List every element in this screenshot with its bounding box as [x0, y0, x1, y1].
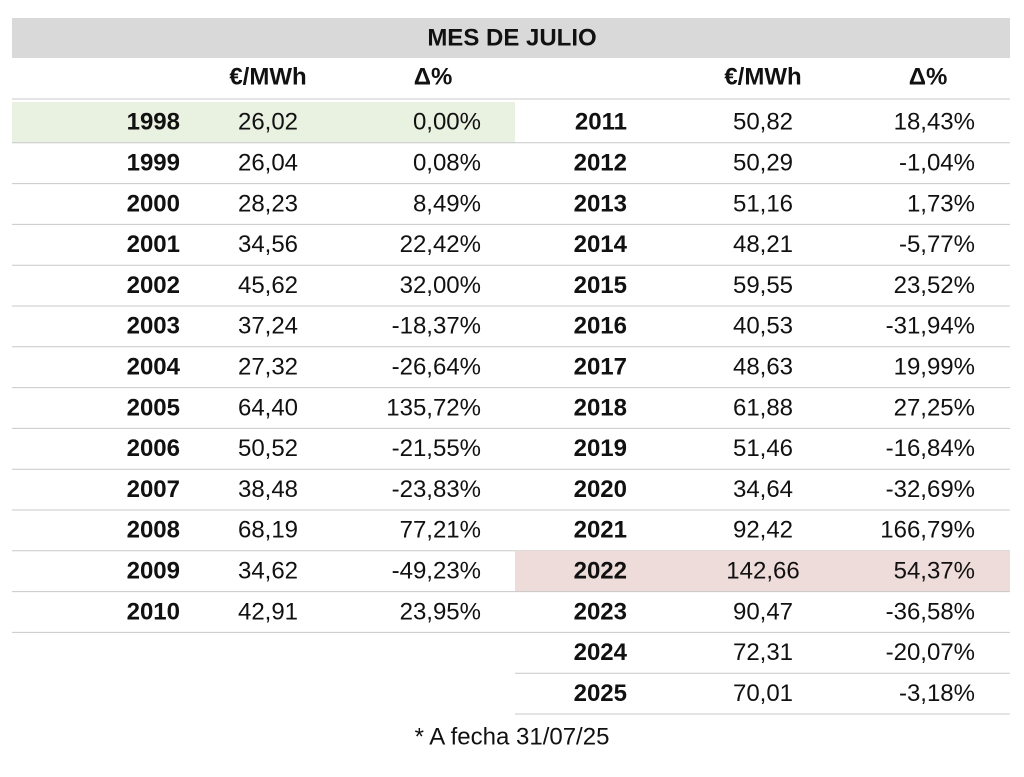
year: 2025	[574, 680, 627, 707]
delta: 135,72%	[386, 394, 481, 421]
header-price: €/MWh	[229, 63, 306, 90]
price: 51,16	[733, 190, 793, 217]
year: 2010	[127, 598, 180, 625]
year: 2023	[574, 598, 627, 625]
delta: -5,77%	[899, 231, 975, 258]
delta: -26,64%	[392, 354, 481, 381]
price: 92,42	[733, 517, 793, 544]
year: 2011	[575, 109, 627, 136]
year: 2022	[574, 558, 627, 585]
price: 68,19	[238, 517, 298, 544]
year: 2013	[574, 190, 627, 217]
header-delta: Δ%	[414, 63, 453, 90]
delta: -31,94%	[886, 313, 975, 340]
delta: -3,18%	[899, 680, 975, 707]
delta: 0,00%	[413, 109, 481, 136]
delta: 166,79%	[880, 517, 975, 544]
price: 34,64	[733, 476, 793, 503]
price: 34,62	[238, 558, 298, 585]
delta: -21,55%	[392, 435, 481, 462]
delta: 27,25%	[894, 394, 975, 421]
title: MES DE JULIO	[427, 24, 596, 51]
row-highlight	[12, 102, 515, 143]
price: 27,32	[238, 354, 298, 381]
year: 2004	[127, 354, 181, 381]
price: 26,02	[238, 109, 298, 136]
delta: 1,73%	[907, 190, 975, 217]
price: 42,91	[238, 598, 298, 625]
delta: -1,04%	[899, 150, 975, 177]
price: 26,04	[238, 150, 298, 177]
price: 142,66	[726, 558, 799, 585]
year: 1998	[127, 109, 180, 136]
price: 61,88	[733, 394, 793, 421]
title-bar	[12, 18, 1010, 58]
delta: -32,69%	[886, 476, 975, 503]
year: 2017	[574, 354, 627, 381]
delta: -18,37%	[392, 313, 481, 340]
price: 38,48	[238, 476, 298, 503]
year: 2002	[127, 272, 180, 299]
year: 2019	[574, 435, 627, 462]
delta: 77,21%	[400, 517, 481, 544]
price: 70,01	[733, 680, 793, 707]
year: 2005	[127, 394, 180, 421]
year: 2007	[127, 476, 180, 503]
year: 2024	[574, 639, 628, 666]
price: 50,82	[733, 109, 793, 136]
year: 2021	[574, 517, 627, 544]
year: 2016	[574, 313, 627, 340]
delta: 54,37%	[894, 558, 975, 585]
year: 2012	[574, 150, 627, 177]
year: 2018	[574, 394, 627, 421]
year: 2008	[127, 517, 180, 544]
price: 64,40	[238, 394, 298, 421]
year: 2001	[127, 231, 180, 258]
price: 37,24	[238, 313, 298, 340]
year: 2014	[574, 231, 628, 258]
delta: -49,23%	[392, 558, 481, 585]
delta: -20,07%	[886, 639, 975, 666]
year: 2020	[574, 476, 627, 503]
year: 1999	[127, 150, 180, 177]
price: 50,29	[733, 150, 793, 177]
delta: 22,42%	[400, 231, 481, 258]
footnote: * A fecha 31/07/25	[415, 723, 610, 750]
price: 72,31	[733, 639, 793, 666]
delta: 18,43%	[894, 109, 975, 136]
row-highlight	[515, 550, 1010, 592]
price: 48,63	[733, 354, 793, 381]
delta: 8,49%	[413, 190, 481, 217]
price: 59,55	[733, 272, 793, 299]
price: 48,21	[733, 231, 793, 258]
delta: -23,83%	[392, 476, 481, 503]
price: 90,47	[733, 598, 793, 625]
delta: 23,95%	[400, 598, 481, 625]
delta: -36,58%	[886, 598, 975, 625]
price: 28,23	[238, 190, 298, 217]
header-delta: Δ%	[909, 63, 948, 90]
price: 50,52	[238, 435, 298, 462]
year: 2009	[127, 558, 180, 585]
delta: -16,84%	[886, 435, 975, 462]
delta: 32,00%	[400, 272, 481, 299]
year: 2003	[127, 313, 180, 340]
price: 40,53	[733, 313, 793, 340]
price: 51,46	[733, 435, 793, 462]
header-price: €/MWh	[724, 63, 801, 90]
price: 34,56	[238, 231, 298, 258]
year: 2006	[127, 435, 180, 462]
year: 2000	[127, 190, 180, 217]
delta: 0,08%	[413, 150, 481, 177]
delta: 23,52%	[894, 272, 975, 299]
year: 2015	[574, 272, 627, 299]
price: 45,62	[238, 272, 298, 299]
delta: 19,99%	[894, 354, 975, 381]
